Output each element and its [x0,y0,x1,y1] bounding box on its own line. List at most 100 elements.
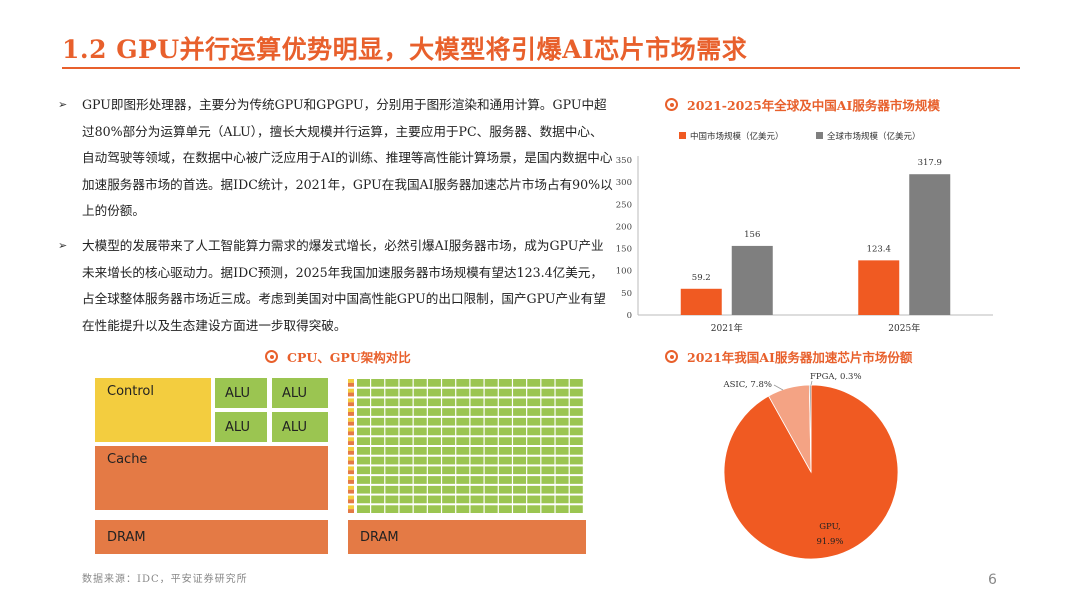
gpu-alu-cell [513,447,527,455]
gpu-control-cell [348,437,354,442]
gpu-alu-cell [527,505,541,513]
gpu-alu-cell [371,505,385,513]
gpu-alu-cell [357,417,370,426]
gpu-alu-cell [427,495,441,504]
gpu-alu-cell [427,437,441,445]
gpu-alu-cell [456,388,470,397]
gpu-alu-cell [513,476,527,484]
gpu-cache-cell [348,480,354,484]
gpu-alu-cell [498,456,512,465]
gpu-alu-cell [513,417,527,426]
gpu-alu-cell [371,476,385,484]
gpu-alu-cell [357,505,370,513]
legend-swatch [679,132,686,139]
gpu-alu-cell [456,437,470,445]
gpu-alu-cell [427,476,441,484]
gpu-cache-cell [348,392,354,397]
gpu-alu-cell [541,388,555,397]
gpu-alu-cell [427,398,441,407]
gpu-alu-cell [470,485,484,494]
gpu-alu-cell [399,456,413,465]
gpu-alu-cell [498,427,512,436]
gpu-alu-cell [541,456,555,465]
gpu-alu-cell [442,466,456,475]
gpu-alu-cell [357,447,370,455]
gpu-alu-cell [498,476,512,484]
target-icon [265,350,278,363]
gpu-alu-cell [413,437,427,445]
pie-slice [723,384,899,560]
cpu-alu-block: ALU [272,378,328,408]
gpu-alu-cell [442,427,456,436]
gpu-alu-cell [498,379,512,387]
gpu-alu-cell [371,417,385,426]
gpu-alu-cell [442,379,456,387]
gpu-alu-cell [385,408,399,416]
gpu-alu-cell [413,427,427,436]
gpu-alu-cell [484,495,498,504]
page-number: 6 [988,572,997,588]
gpu-alu-cell [555,476,569,484]
gpu-alu-cell [569,408,583,416]
gpu-alu-cell [470,466,484,475]
gpu-alu-cell [541,427,555,436]
gpu-alu-cell [427,447,441,455]
pie-chart-heading: 2021年我国AI服务器加速芯片市场份额 [665,347,912,366]
gpu-alu-cell [527,466,541,475]
gpu-alu-cell [484,417,498,426]
y-tick-label: 250 [616,200,632,210]
gpu-alu-cell [385,447,399,455]
gpu-alu-cell [527,388,541,397]
y-tick-label: 150 [616,245,632,255]
gpu-alu-cell [385,379,399,387]
gpu-alu-cell [513,495,527,504]
gpu-alu-cell [470,437,484,445]
gpu-alu-cell [357,388,370,397]
gpu-alu-cell [427,456,441,465]
gpu-cache-cell [348,460,354,465]
gpu-alu-cell [456,456,470,465]
gpu-alu-cell [399,379,413,387]
gpu-alu-cell [484,485,498,494]
gpu-alu-cell [399,466,413,475]
gpu-alu-cell [484,456,498,465]
gpu-alu-cell [427,417,441,426]
gpu-alu-cell [371,466,385,475]
target-icon [665,98,678,111]
gpu-alu-cell [555,427,569,436]
gpu-alu-cell [541,417,555,426]
gpu-alu-cell [513,485,527,494]
y-tick-label: 350 [616,156,632,166]
target-icon [665,350,678,363]
gpu-control-cell [348,388,354,393]
gpu-alu-cell [357,408,370,416]
title-rule [62,67,1020,69]
gpu-alu-cell [399,485,413,494]
gpu-alu-cell [498,466,512,475]
gpu-control-cell [348,379,354,383]
gpu-cache-cell [348,441,354,445]
gpu-alu-cell [470,379,484,387]
gpu-alu-cell [527,495,541,504]
gpu-alu-cell [456,505,470,513]
gpu-alu-cell [442,505,456,513]
gpu-alu-cell [569,388,583,397]
gpu-alu-cell [569,485,583,494]
gpu-alu-cell [456,447,470,455]
gpu-alu-cell [357,466,370,475]
gpu-alu-cell [470,505,484,513]
pie-chart: ASIC, 7.8% FPGA, 0.3% GPU, 91.9% [722,372,899,560]
pie-leader-line [810,380,813,386]
gpu-alu-cell [555,495,569,504]
gpu-alu-cell [456,398,470,407]
gpu-alu-cell [484,427,498,436]
gpu-cache-cell [348,412,354,416]
gpu-alu-cell [427,427,441,436]
y-tick-label: 300 [616,178,632,188]
gpu-control-cell [348,456,354,461]
gpu-alu-cell [427,408,441,416]
gpu-alu-cell [470,388,484,397]
cpu-alu-block: ALU [215,412,267,442]
gpu-alu-cell [541,379,555,387]
gpu-alu-cell [569,495,583,504]
